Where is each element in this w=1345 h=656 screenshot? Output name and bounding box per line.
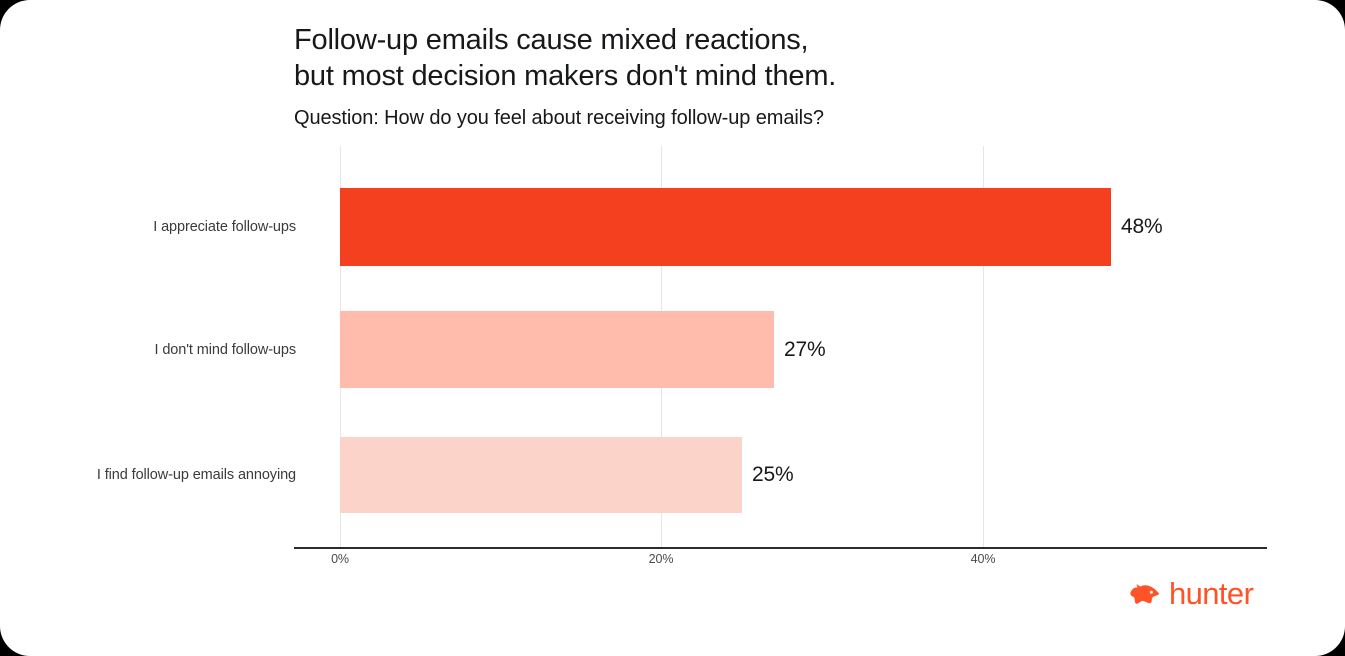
chart-subtitle: Question: How do you feel about receivin… xyxy=(294,107,824,129)
bar xyxy=(340,188,1111,266)
y-axis-category-label: I appreciate follow-ups xyxy=(153,219,296,235)
bar xyxy=(340,437,742,513)
x-axis-line xyxy=(294,547,1267,549)
bar-value-label: 27% xyxy=(784,337,826,361)
page-title-line-1: Follow-up emails cause mixed reactions, xyxy=(294,24,809,56)
y-axis-category-label: I don't mind follow-ups xyxy=(154,341,296,358)
x-axis-tick-label: 40% xyxy=(970,552,996,566)
bar-value-label: 25% xyxy=(752,463,794,486)
logo-wordmark: hunter xyxy=(1169,576,1254,611)
y-axis-category-label: I find follow-up emails annoying xyxy=(96,467,296,483)
gridline-40 xyxy=(983,146,984,547)
chart-header: Follow-up emails cause mixed reactions, … xyxy=(294,22,1194,131)
hunter-logo: hunter xyxy=(1130,576,1254,611)
fox-head-icon xyxy=(1130,583,1159,604)
page-title-line-2: but most decision makers don't mind them… xyxy=(294,60,837,92)
x-axis-tick-label: 0% xyxy=(331,552,349,566)
x-axis-tick-label: 20% xyxy=(648,552,674,566)
bar xyxy=(340,311,774,388)
bar-value-label: 48% xyxy=(1121,215,1163,238)
